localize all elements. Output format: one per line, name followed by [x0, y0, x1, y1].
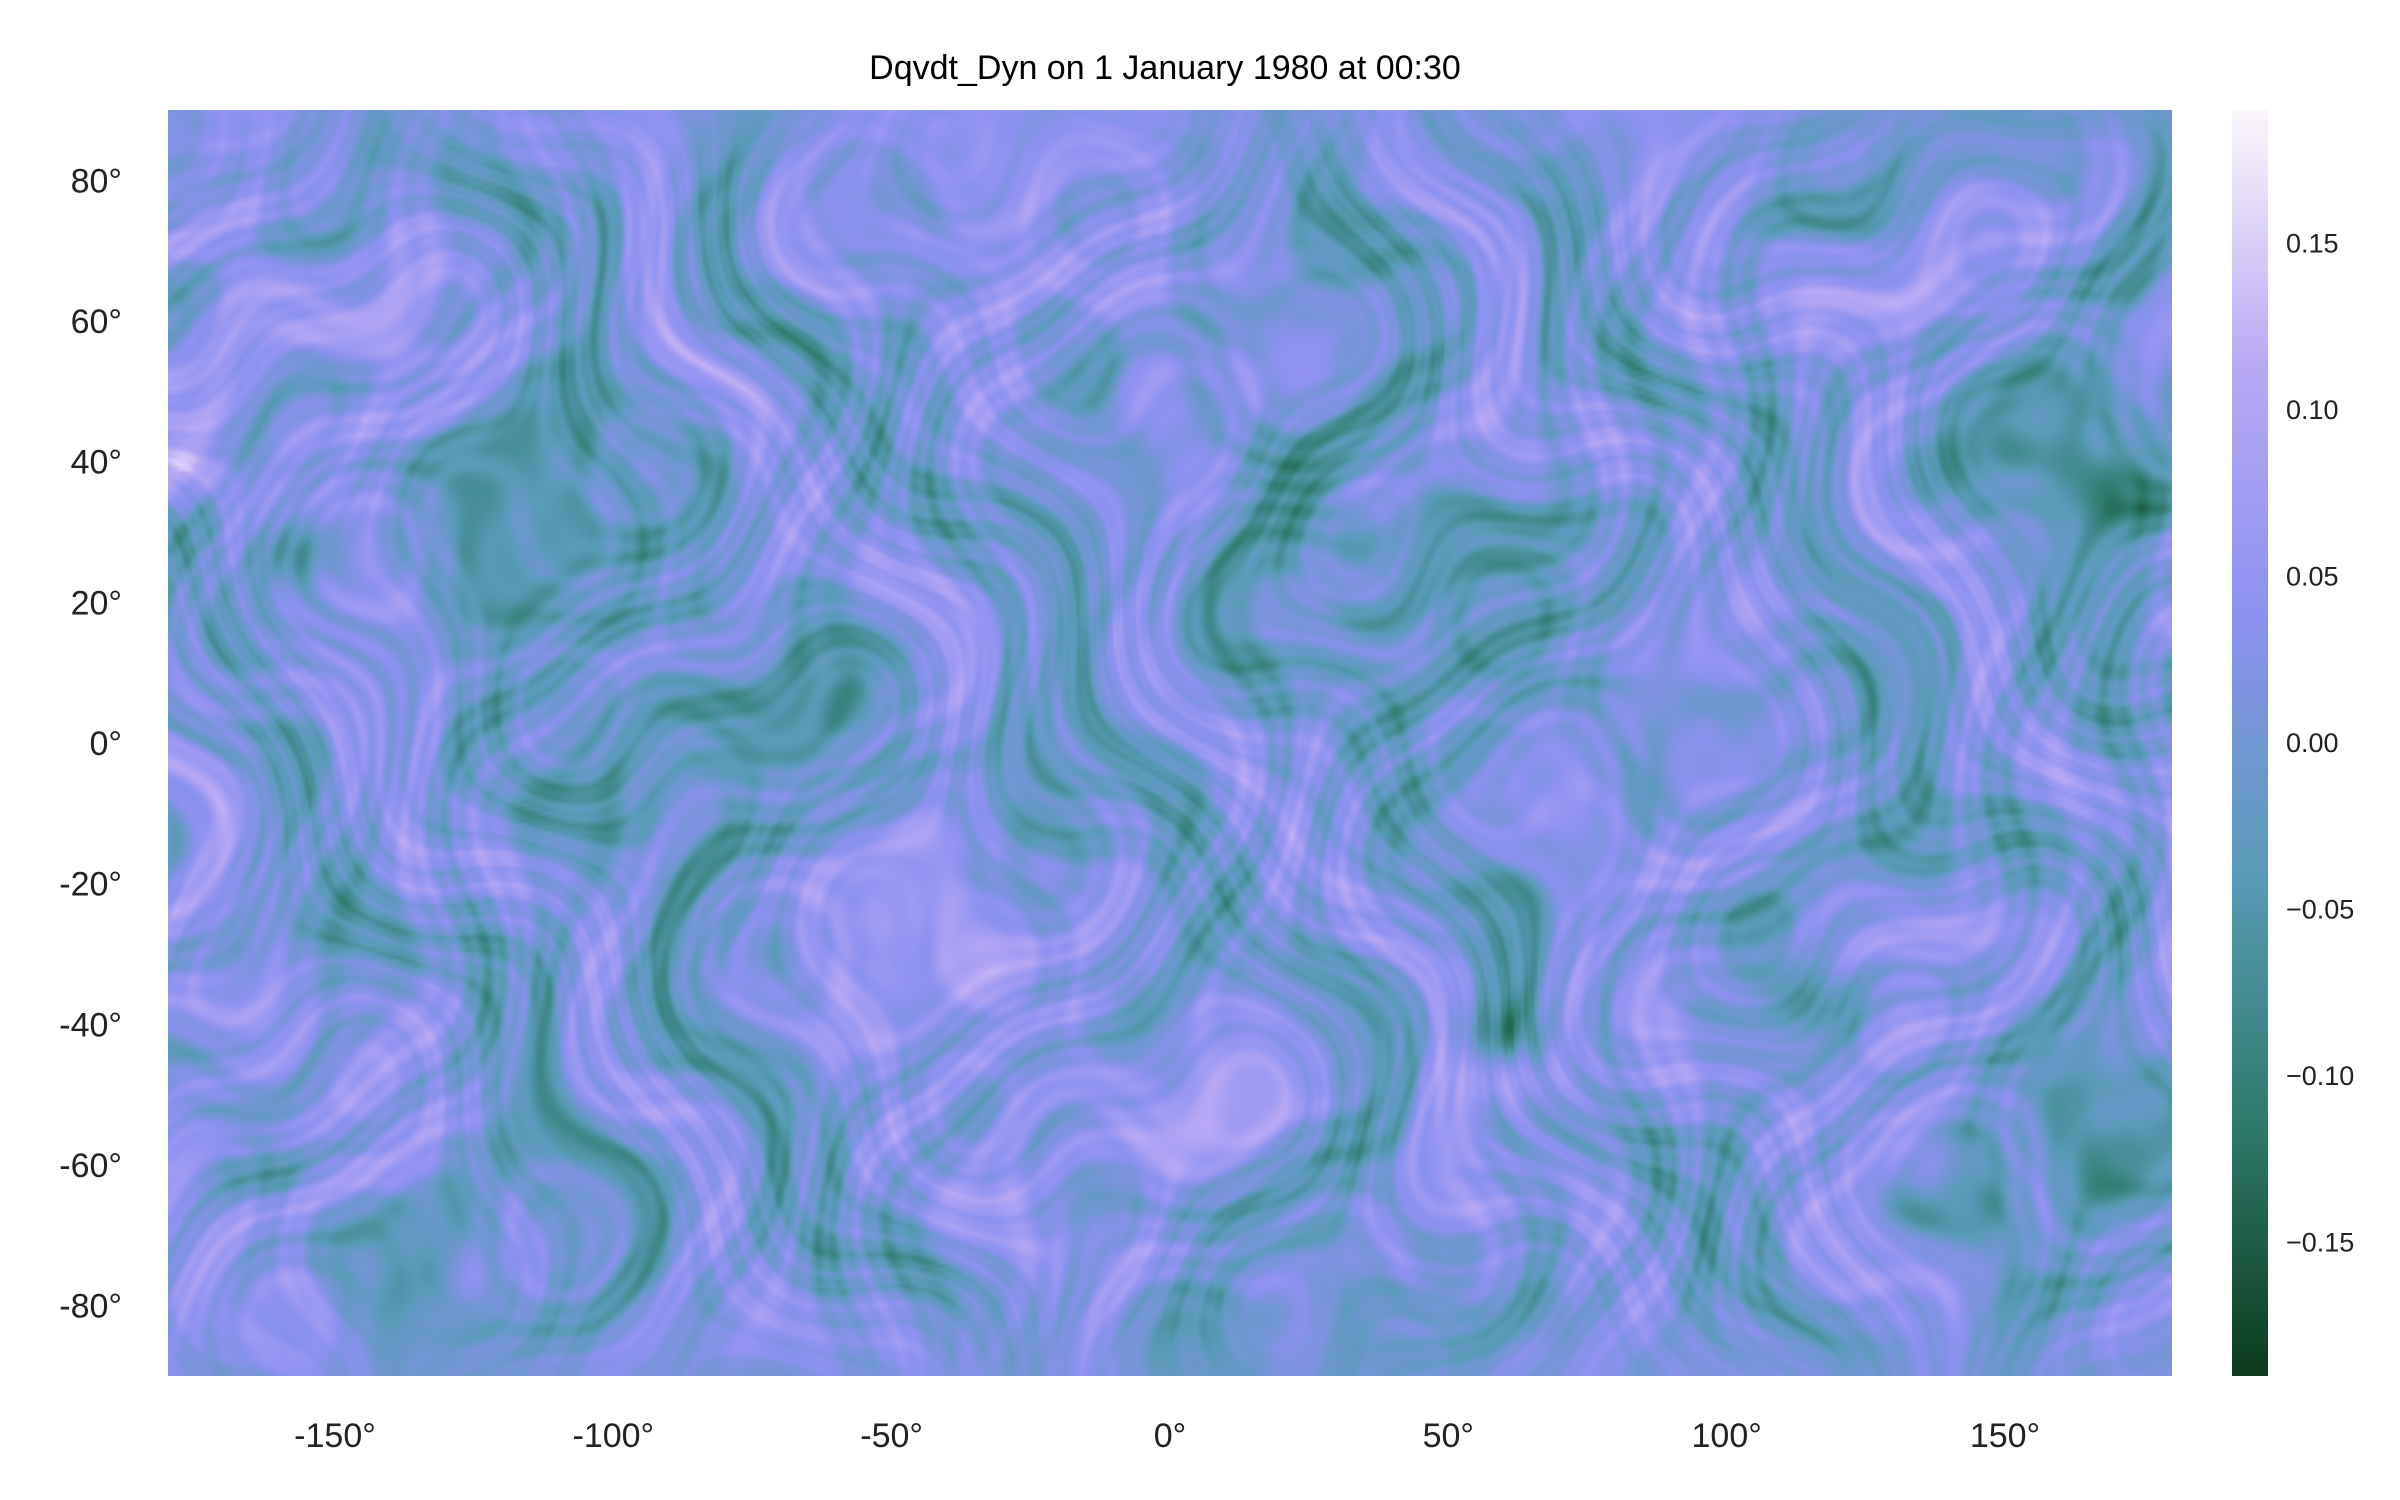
- x-axis-ticks: -150° -100° -50° 0° 50° 100° 150°: [294, 1417, 2040, 1455]
- heatmap-field: [168, 110, 2172, 1376]
- x-tick-label: 150°: [1970, 1417, 2040, 1455]
- y-tick-label: 80°: [71, 162, 122, 200]
- x-tick-label: 0°: [1154, 1417, 1187, 1455]
- x-tick-label: 100°: [1692, 1417, 1762, 1455]
- plot-area: [168, 110, 2172, 1376]
- x-tick-label: -100°: [573, 1417, 655, 1455]
- y-tick-label: 0°: [89, 725, 122, 763]
- y-axis-ticks: 80° 60° 40° 20° 0° -20° -40° -60° -80°: [59, 162, 122, 1325]
- y-tick-label: 20°: [71, 584, 122, 622]
- y-tick-label: 40°: [71, 444, 122, 482]
- x-tick-label: 50°: [1423, 1417, 1474, 1455]
- colorbar-tick-label: −0.15: [2286, 1228, 2354, 1258]
- colorbar-tick-label: −0.10: [2286, 1061, 2354, 1091]
- y-tick-label: 60°: [71, 303, 122, 341]
- y-tick-label: -80°: [59, 1288, 122, 1326]
- colorbar-gradient: [2232, 110, 2268, 1376]
- colorbar-tick-label: 0.05: [2286, 561, 2339, 591]
- colorbar-tick-label: 0.15: [2286, 228, 2339, 258]
- x-tick-label: -50°: [860, 1417, 923, 1455]
- colorbar: 0.15 0.10 0.05 0.00 −0.05 −0.10 −0.15: [2232, 110, 2354, 1376]
- colorbar-tick-label: 0.10: [2286, 395, 2339, 425]
- y-tick-label: -40°: [59, 1006, 122, 1044]
- colorbar-tick-label: −0.05: [2286, 895, 2354, 925]
- y-tick-label: -20°: [59, 866, 122, 904]
- x-tick-label: -150°: [294, 1417, 376, 1455]
- colorbar-tick-label: 0.00: [2286, 728, 2339, 758]
- y-tick-label: -60°: [59, 1147, 122, 1185]
- chart-title: Dqvdt_Dyn on 1 January 1980 at 00:30: [869, 49, 1461, 87]
